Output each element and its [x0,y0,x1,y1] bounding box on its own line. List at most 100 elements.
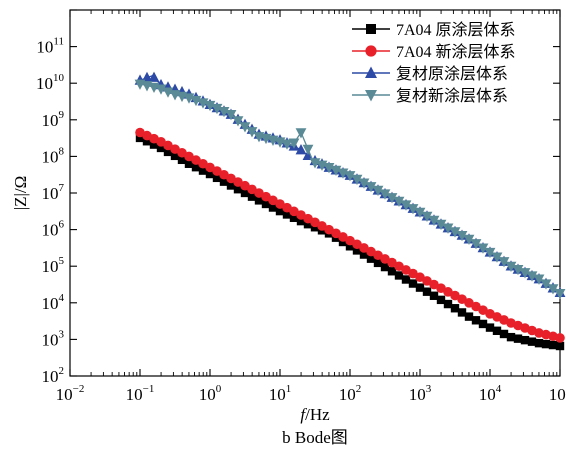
data-point [414,207,426,219]
data-point [415,283,425,292]
data-point [478,319,488,329]
data-point [421,211,433,223]
data-point [351,174,363,186]
data-point [372,185,384,197]
data-point [450,304,460,313]
data-point [184,159,194,168]
series-2 [135,127,565,343]
data-point [443,299,453,309]
data-point [358,178,370,189]
data-point [407,204,419,215]
data-point [492,326,502,335]
data-point [149,140,159,149]
x-tick-label: 103 [409,383,432,404]
data-point [456,231,468,242]
data-point [268,203,278,212]
data-point [352,246,362,255]
y-tick-label: 108 [42,145,65,166]
x-tick-label: 102 [339,383,362,404]
data-point [429,291,439,300]
data-point [484,247,496,259]
data-point [246,127,258,138]
data-point [239,122,251,133]
data-point [359,250,369,259]
data-point [205,169,215,179]
legend-label: 复材新涂层体系 [396,87,508,105]
data-point [485,323,495,332]
y-axis-title: |Z|/Ω [11,176,30,211]
legend-entry: 7A04 原涂层体系 [352,21,516,39]
data-point [156,143,166,153]
data-point [219,177,229,186]
y-tick-label: 106 [42,219,65,240]
data-point [232,116,244,127]
data-point [442,223,454,234]
data-point [338,237,348,247]
data-point [323,163,335,174]
data-point [555,341,565,351]
data-point [505,261,517,273]
legend-marker [365,66,377,78]
data-point [344,171,356,182]
data-point [211,103,223,115]
data-point [379,189,391,200]
data-point [541,339,551,349]
data-point [366,254,376,263]
x-tick-label: 101 [269,383,292,404]
data-point [275,206,285,216]
data-point [400,200,412,211]
data-point [302,144,314,156]
y-tick-labels: 102 103 104 105 106 107 108 109 1010 1011 [36,36,65,386]
data-point [498,257,510,268]
data-point [380,262,390,272]
data-point [163,147,173,157]
data-point [345,242,355,251]
data-point [373,258,383,268]
data-point [491,252,503,263]
data-point [191,162,201,172]
data-point [282,210,292,219]
data-point [540,279,552,290]
data-point [471,316,481,325]
legend-label: 7A04 原涂层体系 [396,21,516,39]
data-point [365,182,377,193]
data-point [296,216,306,226]
data-point [548,340,558,350]
data-point [170,151,180,161]
data-point [393,196,405,208]
data-point [141,71,153,83]
y-tick-label: 103 [42,328,65,349]
y-tick-label: 107 [42,182,65,203]
data-point [162,87,174,98]
data-point [513,334,523,343]
y-tick-label: 109 [42,109,65,130]
data-point [534,338,544,348]
data-point [218,106,230,118]
legend-marker [365,45,377,57]
data-point [449,227,461,238]
data-point [499,329,509,339]
data-point [463,234,475,246]
series-4 [134,79,566,300]
data-point [547,284,559,295]
data-point [526,271,538,282]
x-tick-label: 10−2 [56,383,85,404]
data-point [289,213,299,222]
x-tick-labels: 10−2 10−1 100 101 102 103 104 105 [56,383,566,404]
x-axis-title-unit: /Hz [305,405,330,424]
data-point [254,196,264,205]
data-point [386,193,398,204]
data-point [527,337,537,346]
data-point [464,312,474,321]
y-tick-label: 1010 [36,72,65,93]
data-point [198,166,208,175]
data-point [281,139,293,150]
x-tick-label: 10−1 [126,383,155,404]
y-tick-label: 104 [42,292,65,313]
legend-label: 7A04 新涂层体系 [396,43,516,61]
data-point [155,84,167,95]
data-point [394,271,404,280]
data-point [533,274,545,285]
